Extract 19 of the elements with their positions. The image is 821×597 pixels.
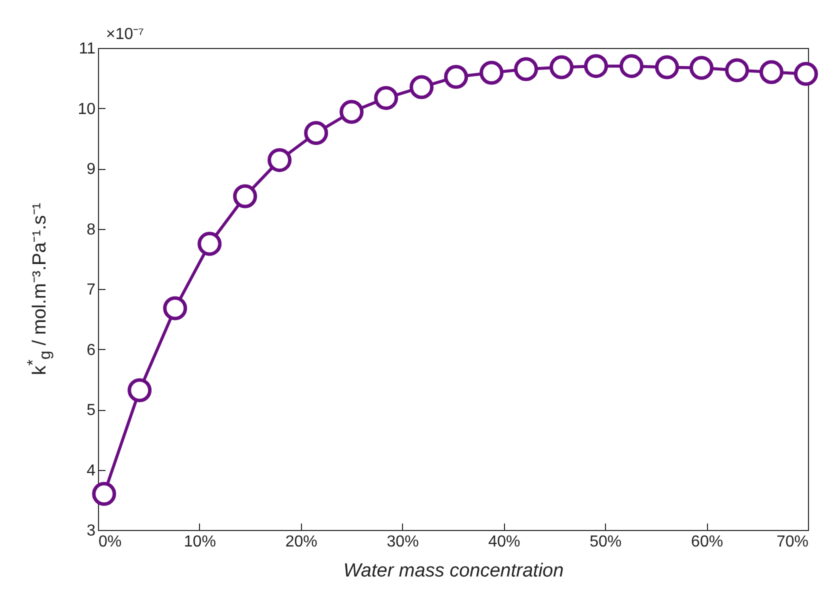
y-tick-label: 3 [86,522,96,540]
text: ×10⁻⁷ [106,25,144,44]
y-tick-label: 6 [86,342,96,359]
x-tick-label: 10% [184,534,216,550]
x-tick-label: 0% [98,534,122,550]
y-tick-label: 9 [86,161,96,178]
x-tick-label: 20% [285,534,318,550]
x-tick-label: 50% [590,534,622,550]
x-axis-title: Water mass concentration [343,560,564,582]
y-tick-label: 4 [86,462,96,480]
x-tick-label: 30% [386,534,419,550]
x-tick-label: 60% [691,534,724,550]
x-tick-label: 40% [488,534,520,550]
y-tick-label: 8 [86,221,96,238]
x-tick-label: 70% [776,534,808,550]
y-tick-label: 5 [86,402,96,419]
y-tick-label: 10 [78,100,96,118]
y-tick-label: 7 [86,282,96,298]
y-tick-label: 11 [78,40,96,58]
